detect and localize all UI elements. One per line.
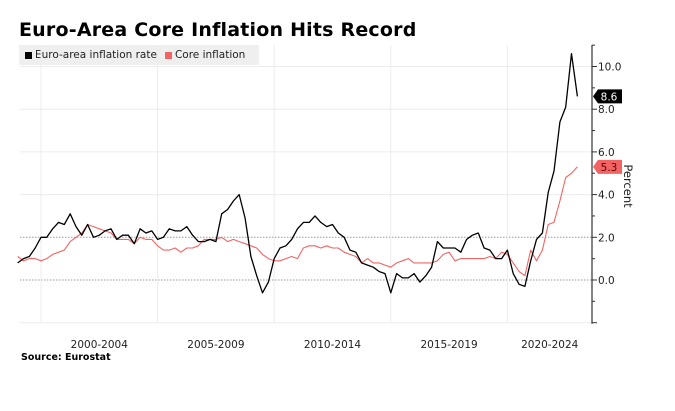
y-tick-label: 8.0 bbox=[598, 104, 615, 116]
legend: Euro-area inflation rate Core inflation bbox=[19, 45, 260, 65]
y-tick-label: 0.0 bbox=[598, 275, 615, 287]
legend-item-core: Core inflation bbox=[164, 49, 246, 61]
chart-title: Euro-Area Core Inflation Hits Record bbox=[19, 19, 417, 41]
source-note: Source: Eurostat bbox=[21, 352, 111, 363]
legend-label-core: Core inflation bbox=[174, 49, 246, 61]
series-line-headline bbox=[17, 53, 579, 294]
y-axis-label: Percent bbox=[621, 164, 635, 208]
legend-swatch-headline bbox=[25, 51, 32, 59]
y-tick-label: 4.0 bbox=[598, 190, 615, 202]
last-value-tag bbox=[593, 89, 622, 104]
legend-label-headline: Euro-area inflation rate bbox=[35, 49, 157, 61]
y-tick-label: 6.0 bbox=[598, 147, 615, 159]
y-tick-label: 2.0 bbox=[598, 232, 615, 244]
y-tick-label: 10.0 bbox=[598, 62, 621, 74]
x-tick-label: 2005-2009 bbox=[187, 339, 244, 351]
last-value-label: 5.3 bbox=[601, 162, 618, 174]
x-tick-label: 2010-2014 bbox=[304, 339, 362, 351]
legend-item-headline: Euro-area inflation rate bbox=[25, 49, 157, 61]
last-value-tag bbox=[593, 159, 622, 174]
last-value-label: 8.6 bbox=[601, 91, 618, 103]
x-tick-label: 2020-2024 bbox=[521, 339, 579, 351]
series-line-core bbox=[17, 166, 578, 277]
x-tick-label: 2015-2019 bbox=[420, 339, 477, 351]
legend-swatch-core bbox=[164, 51, 172, 59]
x-tick-label: 2000-2004 bbox=[71, 339, 129, 351]
